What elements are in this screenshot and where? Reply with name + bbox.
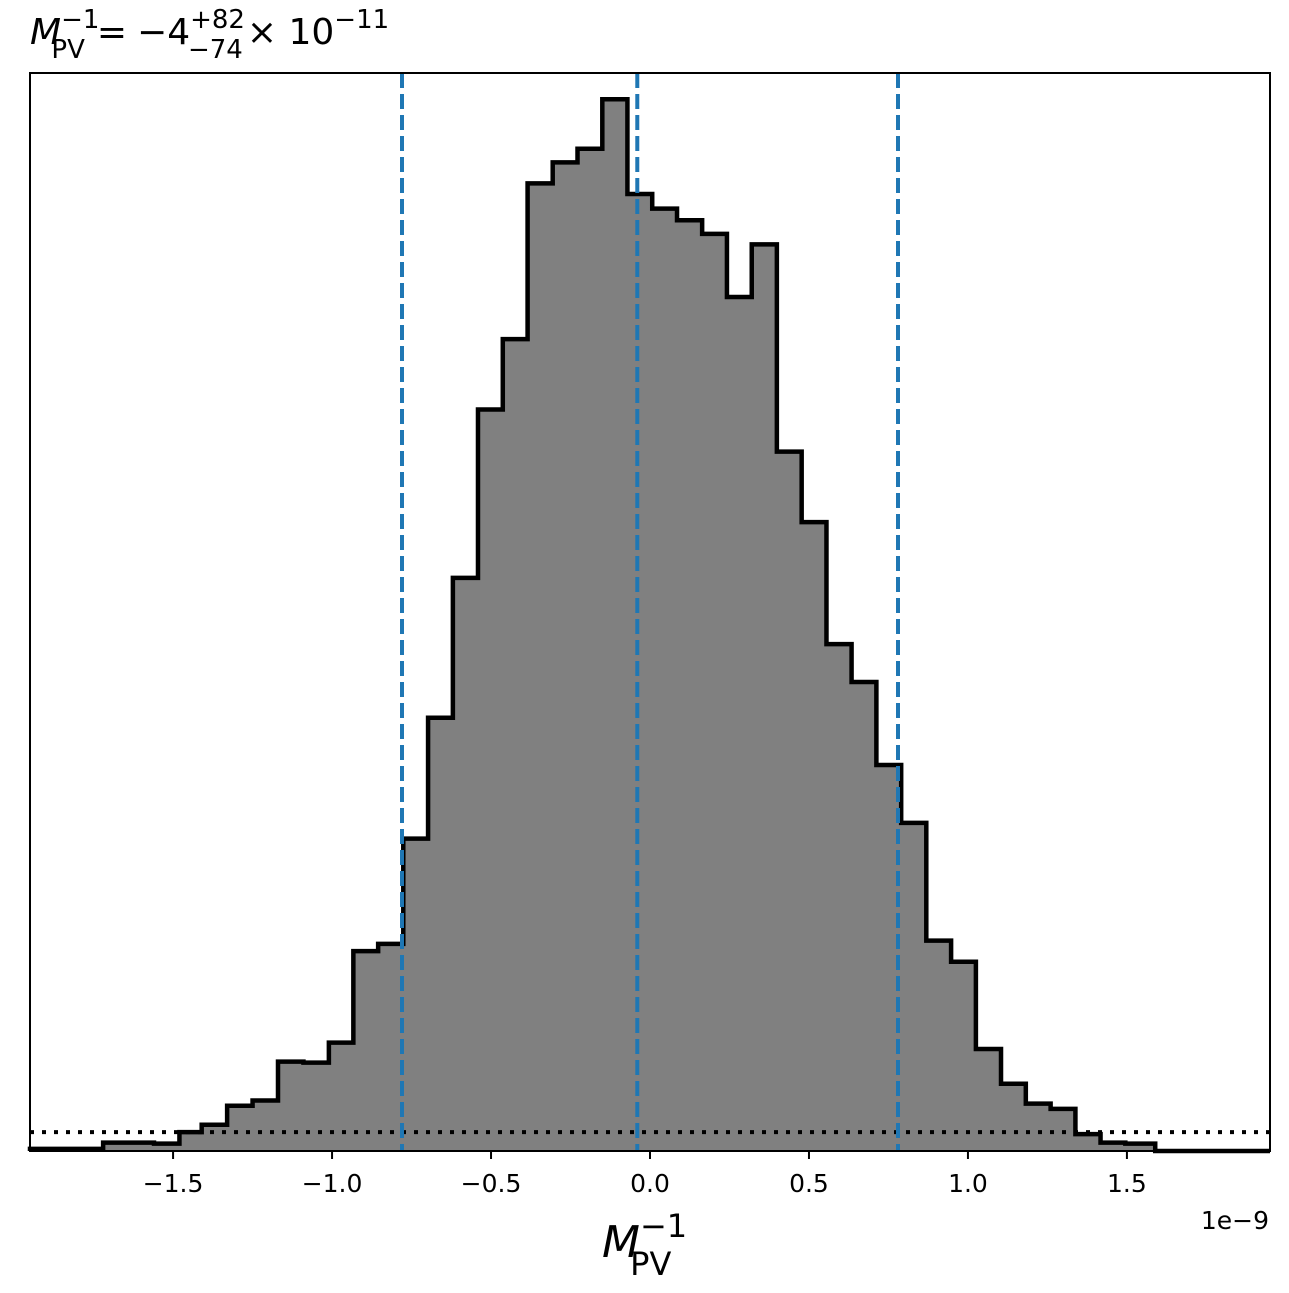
title-median: −4 bbox=[137, 12, 190, 53]
histogram-fill bbox=[30, 99, 1270, 1151]
plot-area: −1.5 −1.0 −0.5 0.0 0.5 1.0 1.5 bbox=[27, 72, 1271, 1198]
chart-title: M−1 PV = −4+82 −74 × 10−11 bbox=[30, 5, 389, 65]
xlabel-sub: PV bbox=[630, 1245, 671, 1283]
x-tick-label: 0.5 bbox=[789, 1169, 829, 1198]
quantile-lines bbox=[400, 73, 900, 1151]
xlabel-var: M bbox=[602, 1217, 640, 1268]
title-var-sub: PV bbox=[51, 35, 85, 65]
histogram-outline bbox=[27, 97, 1270, 1154]
x-offset-label: 1e−9 bbox=[1201, 1206, 1269, 1235]
xlabel-sup: −1 bbox=[640, 1207, 687, 1245]
x-axis-ticks: −1.5 −1.0 −0.5 0.0 0.5 1.0 1.5 bbox=[143, 1151, 1147, 1198]
x-axis-label: M−1 PV bbox=[602, 1207, 687, 1283]
x-tick-label: 0.0 bbox=[630, 1169, 670, 1198]
x-tick-label: −0.5 bbox=[461, 1169, 522, 1198]
title-exponent: −11 bbox=[334, 5, 389, 35]
title-var: M bbox=[30, 12, 61, 53]
title-var-sup: −1 bbox=[61, 5, 99, 35]
x-tick-label: −1.0 bbox=[302, 1169, 363, 1198]
x-tick-label: 1.0 bbox=[948, 1169, 988, 1198]
x-tick-label: −1.5 bbox=[143, 1169, 204, 1198]
x-tick-label: 1.5 bbox=[1107, 1169, 1147, 1198]
title-plus: +82 bbox=[190, 5, 245, 35]
title-times-ten: × 10 bbox=[247, 12, 334, 53]
title-equals: = bbox=[97, 12, 127, 53]
title-minus: −74 bbox=[188, 35, 243, 65]
